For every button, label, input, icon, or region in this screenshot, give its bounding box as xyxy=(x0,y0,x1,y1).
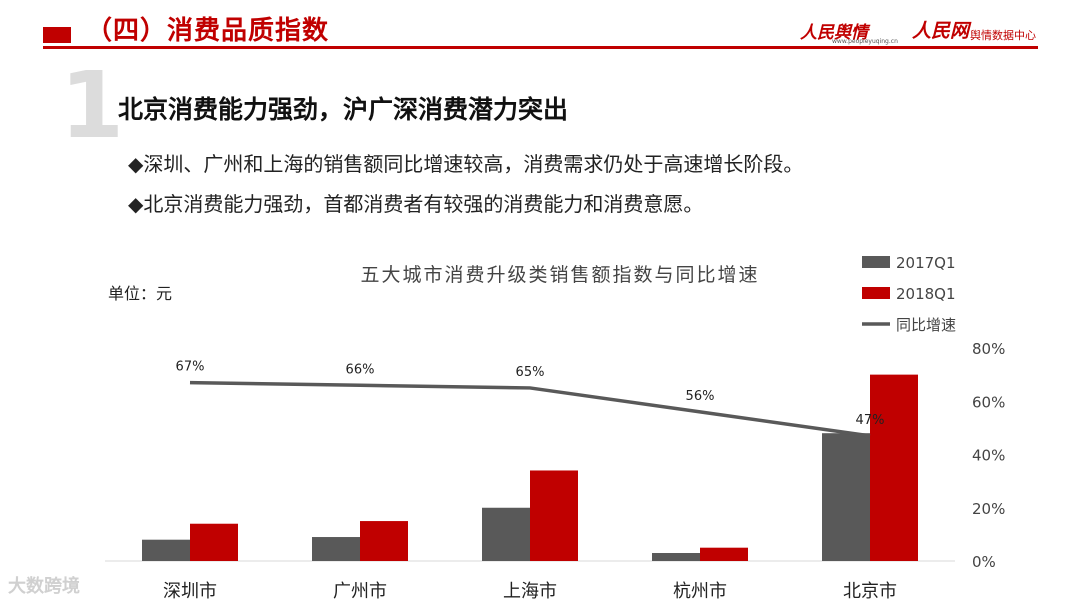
bar-2017Q1 xyxy=(652,553,700,561)
y-tick-label: 0% xyxy=(972,553,996,571)
legend-swatch xyxy=(862,256,890,268)
section-heading: 北京消费能力强劲，沪广深消费潜力突出 xyxy=(118,95,569,124)
bullet-item: ◆深圳、广州和上海的销售额同比增速较高，消费需求仍处于高速增长阶段。 xyxy=(128,152,804,176)
bullet-list: ◆深圳、广州和上海的销售额同比增速较高，消费需求仍处于高速增长阶段。 ◆北京消费… xyxy=(128,150,803,230)
header-square-icon xyxy=(43,27,71,43)
slide-header: （四）消费品质指数 人民舆情 www.peopleyuqing.cn 人民网 舆… xyxy=(0,0,1080,52)
bar-2017Q1 xyxy=(482,507,530,561)
logo-people-yuqing: 人民舆情 xyxy=(800,23,868,43)
legend-label: 2018Q1 xyxy=(896,285,956,303)
growth-rate-line xyxy=(189,380,871,438)
bar-2017Q1 xyxy=(312,537,360,561)
x-tick-label: 北京市 xyxy=(843,581,897,602)
x-tick-label: 广州市 xyxy=(333,581,387,602)
page-title: （四）消费品质指数 xyxy=(86,16,330,46)
line-data-label: 47% xyxy=(856,413,885,428)
y-tick-label: 40% xyxy=(972,447,1005,465)
line-data-label: 66% xyxy=(346,362,375,377)
x-tick-label: 深圳市 xyxy=(163,581,217,602)
legend-label: 2017Q1 xyxy=(896,254,956,272)
bar-2018Q1 xyxy=(530,470,578,561)
bar-2018Q1 xyxy=(190,523,238,561)
header-divider xyxy=(43,46,1038,49)
unit-label: 单位：元 xyxy=(108,284,173,303)
y-tick-label: 80% xyxy=(972,340,1005,358)
logo-data-center: 舆情数据中心 xyxy=(970,29,1036,42)
x-tick-label: 上海市 xyxy=(503,581,557,602)
logo-people-net: 人民网 xyxy=(912,20,970,42)
bar-2017Q1 xyxy=(142,539,190,561)
x-tick-label: 杭州市 xyxy=(673,581,727,602)
section-number: 1 xyxy=(60,52,125,159)
line-data-label: 56% xyxy=(686,389,715,404)
bar-2018Q1 xyxy=(360,521,408,561)
y-tick-label: 60% xyxy=(972,393,1005,411)
y-tick-label: 20% xyxy=(972,500,1005,518)
logo-url: www.peopleyuqing.cn xyxy=(832,38,898,45)
legend-label: 同比增速 xyxy=(896,316,956,334)
bar-2018Q1 xyxy=(870,374,918,561)
bar-2017Q1 xyxy=(822,433,870,561)
bar-2018Q1 xyxy=(700,547,748,561)
line-data-label: 65% xyxy=(516,365,545,380)
line-data-label: 67% xyxy=(176,360,205,375)
bullet-item: ◆北京消费能力强劲，首都消费者有较强的消费能力和消费意愿。 xyxy=(128,192,704,216)
watermark: 大数跨境 xyxy=(8,576,80,597)
chart-title: 五大城市消费升级类销售额指数与同比增速 xyxy=(360,264,759,286)
legend-swatch xyxy=(862,287,890,299)
